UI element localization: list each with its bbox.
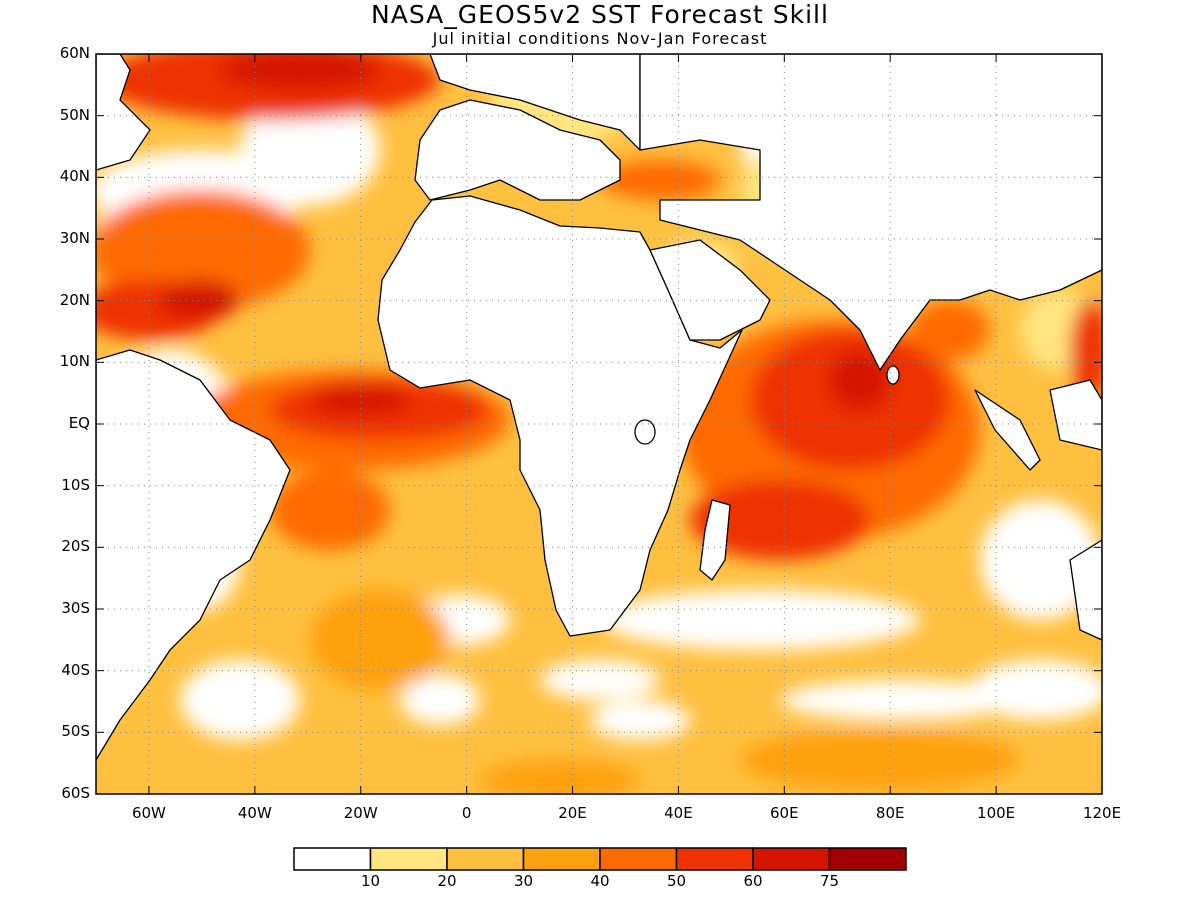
colorbar-swatch bbox=[369, 847, 448, 871]
colorbar-swatch bbox=[675, 847, 754, 871]
colorbar-swatch bbox=[599, 847, 678, 871]
north-america-landmass bbox=[96, 54, 151, 171]
lat-tick-label: 60S bbox=[61, 784, 90, 802]
colorbar-tick-label: 10 bbox=[360, 872, 381, 890]
colorbar-swatch bbox=[446, 847, 525, 871]
sst-skill-field bbox=[96, 54, 1102, 794]
lon-tick-label: 20E bbox=[558, 804, 587, 822]
colorbar-tick-label: 30 bbox=[513, 872, 534, 890]
lat-tick-label: 40S bbox=[61, 660, 90, 679]
asia-landmass bbox=[639, 54, 1102, 371]
lon-tick-label: 0 bbox=[461, 804, 472, 822]
sri-lanka-island bbox=[886, 365, 900, 385]
australia-landmass bbox=[1069, 539, 1102, 641]
lake-victoria bbox=[634, 419, 656, 445]
colorbar-swatch bbox=[752, 847, 831, 871]
lat-tick-label: 50S bbox=[61, 722, 90, 741]
colorbar-tick-label: 20 bbox=[437, 872, 457, 890]
lat-tick-label: 50N bbox=[59, 105, 90, 124]
colorbar-tick-label: 60 bbox=[743, 872, 763, 890]
chart-title: NASA_GEOS5v2 SST Forecast Skill bbox=[371, 0, 829, 29]
lon-tick-label: 80E bbox=[875, 804, 905, 822]
colorbar-swatch bbox=[293, 847, 372, 871]
colorbar-tick-label: 75 bbox=[819, 872, 840, 890]
lon-tick-label: 60E bbox=[770, 804, 799, 822]
axis-ticks bbox=[96, 53, 1103, 795]
lon-tick-label: 40W bbox=[237, 804, 272, 822]
lon-tick-label: 20W bbox=[343, 804, 378, 822]
lat-tick-label: 30S bbox=[61, 599, 90, 617]
borneo-island bbox=[1049, 379, 1102, 451]
colorbar-swatch bbox=[828, 847, 907, 871]
colorbar bbox=[293, 847, 907, 871]
lat-tick-label: 60N bbox=[59, 44, 90, 62]
madagascar-island bbox=[699, 499, 731, 581]
lon-tick-label: 60W bbox=[131, 804, 166, 822]
arabia-landmass bbox=[649, 239, 771, 341]
lat-tick-label: 30N bbox=[59, 229, 90, 247]
lat-tick-label: 10S bbox=[61, 475, 90, 494]
lon-tick-label: 120E bbox=[1082, 804, 1122, 822]
south-america-landmass bbox=[96, 349, 291, 761]
lon-tick-label: 100E bbox=[977, 804, 1016, 822]
chart-subtitle: Jul initial conditions Nov-Jan Forecast bbox=[432, 29, 768, 48]
lat-tick-label: 20S bbox=[61, 537, 90, 556]
lat-tick-label: 20N bbox=[59, 290, 90, 309]
colorbar-swatch bbox=[522, 847, 601, 871]
sumatra-island bbox=[974, 389, 1041, 471]
colorbar-tick-label: 50 bbox=[666, 872, 687, 890]
lat-tick-label: 10N bbox=[59, 352, 90, 371]
colorbar-tick-label: 40 bbox=[590, 872, 610, 890]
lat-tick-label: 40N bbox=[59, 167, 90, 186]
lon-tick-label: 40E bbox=[664, 804, 693, 822]
lat-tick-label: EQ bbox=[68, 414, 90, 432]
africa-landmass bbox=[377, 195, 743, 637]
